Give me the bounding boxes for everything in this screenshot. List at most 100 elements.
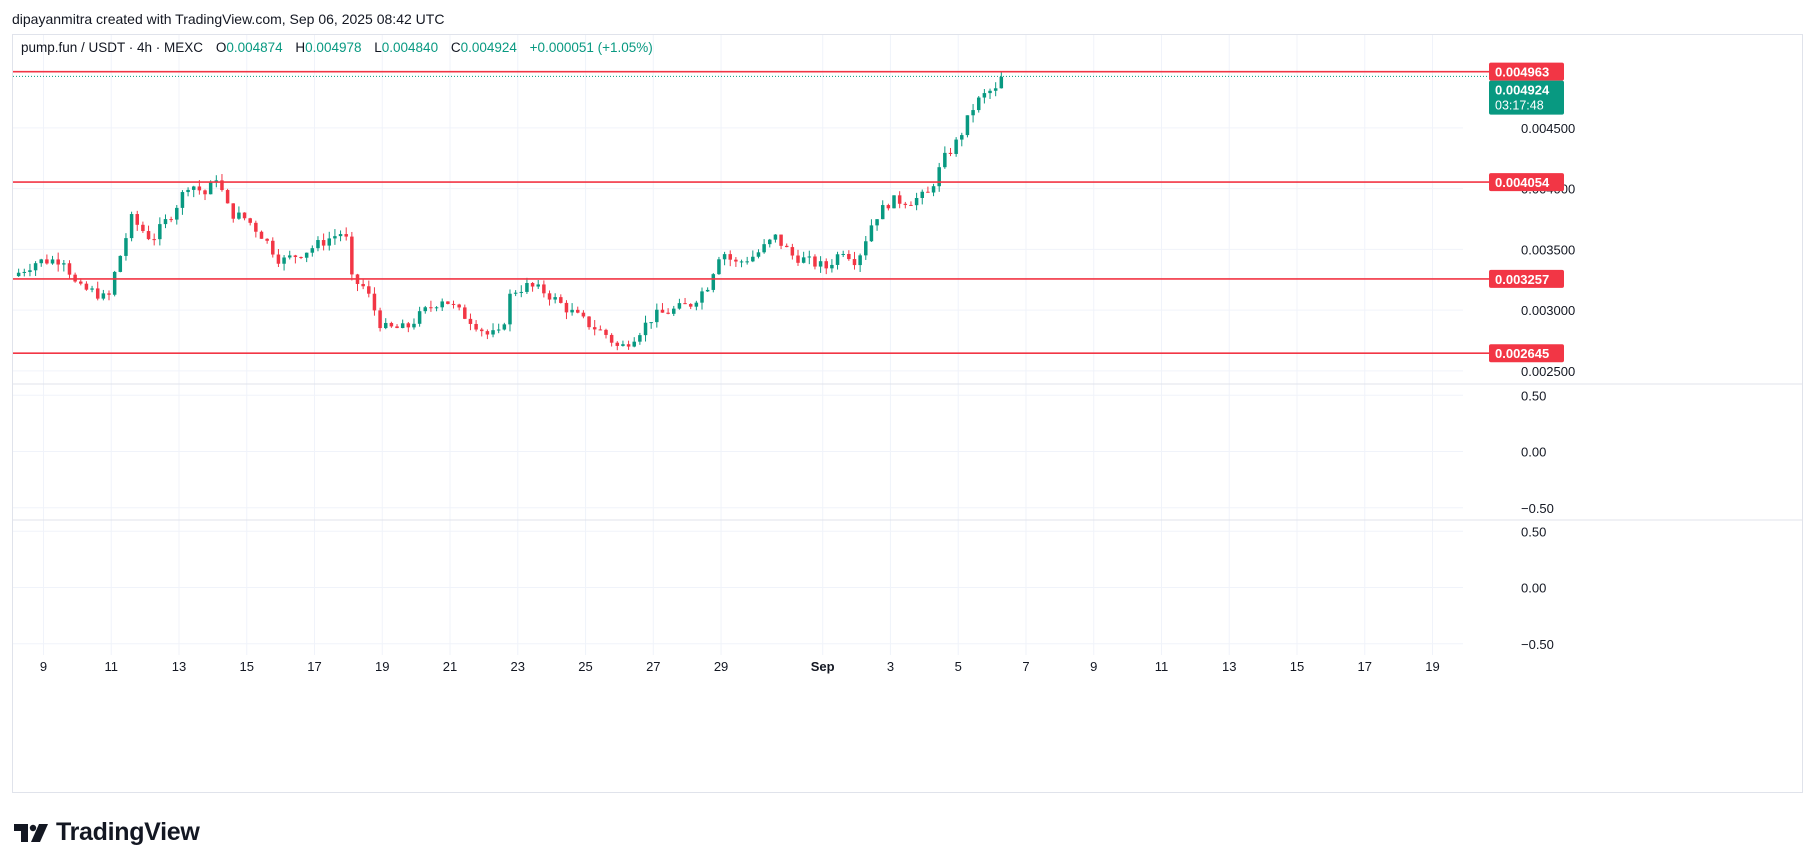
x-tick-label: 9 [1090,659,1097,674]
candle-body [965,115,970,136]
candle [717,256,721,275]
x-tick-label: 23 [511,659,525,674]
candle [180,190,185,215]
indicator-tick-label: −0.50 [1521,501,1554,516]
candle-body [553,297,557,300]
candle-body [361,283,365,287]
legend-high: 0.004978 [305,40,361,55]
candle-body [519,291,524,293]
candle-body [559,297,563,303]
price-tick-label: 0.003500 [1521,242,1575,257]
candle [84,281,89,291]
candle [954,137,958,157]
candle [73,272,77,283]
candle [203,189,207,201]
candle [592,320,597,336]
candle-body [683,303,687,305]
candle-body [395,326,399,329]
candle [672,305,676,317]
candle-body [287,255,292,258]
legend-close-label: C [451,40,461,55]
candle-body [333,236,337,239]
candle-body [751,256,755,262]
candle-body [677,303,682,309]
candle [655,303,659,328]
candle [361,279,365,290]
candle-body [220,180,224,191]
level-label-box [1489,269,1564,288]
indicator-tick-label: 0.00 [1521,445,1546,460]
candle-body [847,253,851,260]
level-label: 0.002645 [1495,346,1549,361]
candle-body [367,286,371,294]
x-tick-label: 5 [955,659,962,674]
candle-body [525,283,529,292]
candle [643,315,648,342]
candle-body [129,214,134,239]
legend-low: 0.004840 [382,40,438,55]
level-label: 0.003257 [1495,272,1549,287]
candle-body [982,93,987,98]
candle-body [180,192,185,208]
candle-body [33,263,38,271]
candle-body [542,284,546,294]
price-chart[interactable]: 9 11 13 15 17 19 21 23 25 27 29 Sep 3 5 7 9 11 13 15 17 19 0… [13,35,1802,792]
candle-body [909,204,913,206]
candle [525,277,529,294]
candle-body [937,167,941,187]
candle [768,238,772,248]
candle-body [734,259,738,262]
candle-body [672,308,676,314]
candle-body [745,261,749,263]
candle-body [203,190,207,195]
candle [688,303,693,310]
candle [112,270,117,297]
candle [259,230,264,239]
bar-countdown: 03:17:48 [1495,99,1544,113]
candle-body [124,238,128,256]
candle [920,189,925,205]
svg-text:pump.fun / USDT · 4h · MEXC: pump.fun / USDT · 4h · MEXC O0.004874 H0… [21,40,653,55]
candle [406,321,411,333]
candle [158,217,162,246]
candle-body [485,331,490,335]
candle-body [931,186,936,193]
candle [937,162,941,192]
candle [463,304,467,320]
legend-close: 0.004924 [461,40,518,55]
candle [530,282,535,292]
candle [683,297,687,305]
candle [830,259,834,273]
chart-frame: 9 11 13 15 17 19 21 23 25 27 29 Sep 3 5 7 9 11 13 15 17 19 0… [12,34,1803,793]
candle [818,256,823,273]
candle-body [434,307,439,309]
candle-body [412,323,416,328]
candle-body [225,190,230,204]
candle [536,280,540,289]
candle-body [813,256,817,267]
candle-body [141,224,145,232]
x-tick-label: 19 [375,659,389,674]
candle [321,233,326,251]
candle [999,72,1004,89]
candle-body [372,293,377,311]
candle-body [784,245,789,248]
candle-body [440,301,444,308]
tradingview-footer: TradingView [14,818,200,847]
candle-body [903,203,908,205]
candle-body [186,189,190,193]
x-tick-label: 13 [172,659,186,674]
candle-body [400,323,405,329]
candle [762,239,766,254]
x-tick-label: 27 [646,659,660,674]
candle-body [717,259,721,275]
x-tick-label: Sep [811,659,835,674]
candle [796,249,800,266]
x-tick-label: 17 [1358,659,1372,674]
candle-body [135,214,139,225]
candle [304,252,309,263]
indicator-tick-label: −0.50 [1521,637,1554,652]
candle [45,254,49,265]
candle [880,200,885,220]
candle-body [163,219,168,225]
